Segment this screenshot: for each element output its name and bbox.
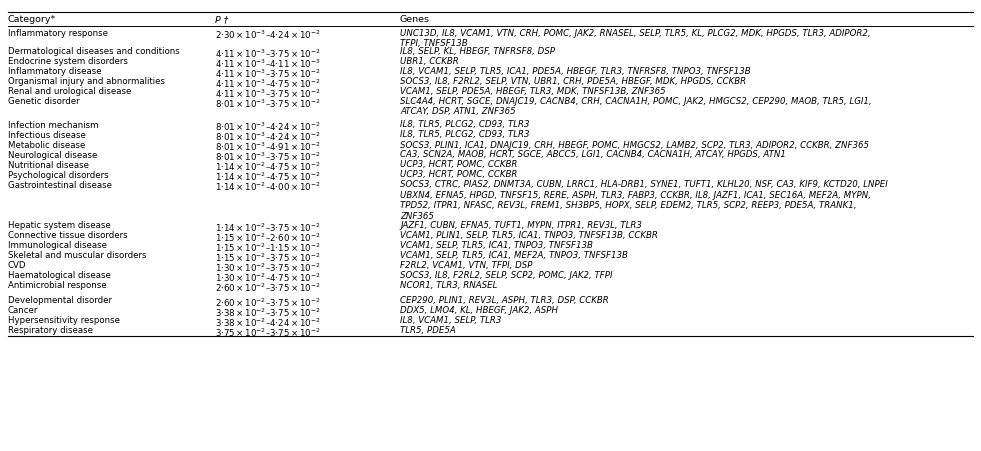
Text: Connective tissue disorders: Connective tissue disorders: [8, 231, 128, 240]
Text: JAZF1, CUBN, EFNA5, TUFT1, MYPN, ITPR1, REV3L, TLR3: JAZF1, CUBN, EFNA5, TUFT1, MYPN, ITPR1, …: [400, 221, 642, 230]
Text: SOCS3, PLIN1, ICA1, DNAJC19, CRH, HBEGF, POMC, HMGCS2, LAMB2, SCP2, TLR3, ADIPOR: SOCS3, PLIN1, ICA1, DNAJC19, CRH, HBEGF,…: [400, 141, 869, 149]
Text: Renal and urological disease: Renal and urological disease: [8, 87, 131, 96]
Text: Infectious disease: Infectious disease: [8, 130, 86, 139]
Text: $4{\cdot}11 \times 10^{-3}$–$3{\cdot}75 \times 10^{-2}$: $4{\cdot}11 \times 10^{-3}$–$3{\cdot}75 …: [215, 47, 321, 60]
Text: Infection mechanism: Infection mechanism: [8, 120, 98, 129]
Text: $8{\cdot}01 \times 10^{-3}$–$3{\cdot}75 \times 10^{-2}$: $8{\cdot}01 \times 10^{-3}$–$3{\cdot}75 …: [215, 151, 321, 163]
Text: IL8, SELP, KL, HBEGF, TNFRSF8, DSP: IL8, SELP, KL, HBEGF, TNFRSF8, DSP: [400, 47, 555, 56]
Text: DDX5, LMO4, KL, HBEGF, JAK2, ASPH: DDX5, LMO4, KL, HBEGF, JAK2, ASPH: [400, 306, 558, 315]
Text: Inflammatory disease: Inflammatory disease: [8, 67, 102, 76]
Text: Metabolic disease: Metabolic disease: [8, 141, 85, 149]
Text: $1{\cdot}15 \times 10^{-2}$–$3{\cdot}75 \times 10^{-2}$: $1{\cdot}15 \times 10^{-2}$–$3{\cdot}75 …: [215, 252, 321, 264]
Text: $3{\cdot}75 \times 10^{-2}$–$3{\cdot}75 \times 10^{-2}$: $3{\cdot}75 \times 10^{-2}$–$3{\cdot}75 …: [215, 327, 321, 339]
Text: Haematological disease: Haematological disease: [8, 271, 111, 280]
Text: Endocrine system disorders: Endocrine system disorders: [8, 57, 128, 66]
Text: Antimicrobial response: Antimicrobial response: [8, 281, 107, 290]
Text: UCP3, HCRT, POMC, CCKBR: UCP3, HCRT, POMC, CCKBR: [400, 170, 517, 179]
Text: $1{\cdot}14 \times 10^{-2}$–$4{\cdot}75 \times 10^{-2}$: $1{\cdot}14 \times 10^{-2}$–$4{\cdot}75 …: [215, 171, 321, 184]
Text: $1{\cdot}14 \times 10^{-2}$–$4{\cdot}00 \times 10^{-2}$: $1{\cdot}14 \times 10^{-2}$–$4{\cdot}00 …: [215, 181, 321, 193]
Text: $4{\cdot}11 \times 10^{-3}$–$3{\cdot}75 \times 10^{-2}$: $4{\cdot}11 \times 10^{-3}$–$3{\cdot}75 …: [215, 68, 321, 80]
Text: CEP290, PLIN1, REV3L, ASPH, TLR3, DSP, CCKBR: CEP290, PLIN1, REV3L, ASPH, TLR3, DSP, C…: [400, 296, 609, 305]
Text: TLR5, PDE5A: TLR5, PDE5A: [400, 326, 456, 335]
Text: VCAM1, SELP, TLR5, ICA1, TNPO3, TNFSF13B: VCAM1, SELP, TLR5, ICA1, TNPO3, TNFSF13B: [400, 241, 593, 250]
Text: Dermatological diseases and conditions: Dermatological diseases and conditions: [8, 47, 180, 56]
Text: $1{\cdot}14 \times 10^{-2}$–$4{\cdot}75 \times 10^{-2}$: $1{\cdot}14 \times 10^{-2}$–$4{\cdot}75 …: [215, 161, 321, 173]
Text: Psychological disorders: Psychological disorders: [8, 170, 109, 179]
Text: IL8, VCAM1, SELP, TLR5, ICA1, PDE5A, HBEGF, TLR3, TNFRSF8, TNPO3, TNFSF13B: IL8, VCAM1, SELP, TLR5, ICA1, PDE5A, HBE…: [400, 67, 750, 76]
Text: Neurological disease: Neurological disease: [8, 151, 97, 160]
Text: Genes: Genes: [400, 15, 430, 24]
Text: IL8, VCAM1, SELP, TLR3: IL8, VCAM1, SELP, TLR3: [400, 316, 501, 325]
Text: Category*: Category*: [8, 15, 56, 24]
Text: SOCS3, IL8, F2RL2, SELP, SCP2, POMC, JAK2, TFPI: SOCS3, IL8, F2RL2, SELP, SCP2, POMC, JAK…: [400, 271, 612, 280]
Text: $8{\cdot}01 \times 10^{-3}$–$3{\cdot}75 \times 10^{-2}$: $8{\cdot}01 \times 10^{-3}$–$3{\cdot}75 …: [215, 97, 321, 110]
Text: SOCS3, CTRC, PIAS2, DNMT3A, CUBN, LRRC1, HLA-DRB1, SYNE1, TUFT1, KLHL20, NSF, CA: SOCS3, CTRC, PIAS2, DNMT3A, CUBN, LRRC1,…: [400, 180, 888, 221]
Text: $4{\cdot}11 \times 10^{-3}$–$3{\cdot}75 \times 10^{-2}$: $4{\cdot}11 \times 10^{-3}$–$3{\cdot}75 …: [215, 87, 321, 100]
Text: $2{\cdot}60 \times 10^{-2}$–$3{\cdot}75 \times 10^{-2}$: $2{\cdot}60 \times 10^{-2}$–$3{\cdot}75 …: [215, 281, 321, 294]
Text: $8{\cdot}01 \times 10^{-3}$–$4{\cdot}24 \times 10^{-2}$: $8{\cdot}01 \times 10^{-3}$–$4{\cdot}24 …: [215, 131, 321, 143]
Text: NCOR1, TLR3, RNASEL: NCOR1, TLR3, RNASEL: [400, 281, 497, 290]
Text: Respiratory disease: Respiratory disease: [8, 326, 93, 335]
Text: $3{\cdot}38 \times 10^{-2}$–$4{\cdot}24 \times 10^{-2}$: $3{\cdot}38 \times 10^{-2}$–$4{\cdot}24 …: [215, 317, 321, 329]
Text: VCAM1, PLIN1, SELP, TLR5, ICA1, TNPO3, TNFSF13B, CCKBR: VCAM1, PLIN1, SELP, TLR5, ICA1, TNPO3, T…: [400, 231, 658, 240]
Text: Developmental disorder: Developmental disorder: [8, 296, 112, 305]
Text: UCP3, HCRT, POMC, CCKBR: UCP3, HCRT, POMC, CCKBR: [400, 161, 517, 170]
Text: $8{\cdot}01 \times 10^{-3}$–$4{\cdot}91 \times 10^{-2}$: $8{\cdot}01 \times 10^{-3}$–$4{\cdot}91 …: [215, 141, 321, 153]
Text: F2RL2, VCAM1, VTN, TFPI, DSP: F2RL2, VCAM1, VTN, TFPI, DSP: [400, 261, 533, 270]
Text: P †: P †: [215, 15, 229, 24]
Text: $8{\cdot}01 \times 10^{-3}$–$4{\cdot}24 \times 10^{-2}$: $8{\cdot}01 \times 10^{-3}$–$4{\cdot}24 …: [215, 121, 321, 133]
Text: $1{\cdot}30 \times 10^{-2}$–$4{\cdot}75 \times 10^{-2}$: $1{\cdot}30 \times 10^{-2}$–$4{\cdot}75 …: [215, 272, 321, 284]
Text: Gastrointestinal disease: Gastrointestinal disease: [8, 180, 112, 189]
Text: $4{\cdot}11 \times 10^{-3}$–$4{\cdot}11 \times 10^{-3}$: $4{\cdot}11 \times 10^{-3}$–$4{\cdot}11 …: [215, 57, 321, 70]
Text: Skeletal and muscular disorders: Skeletal and muscular disorders: [8, 251, 146, 260]
Text: VCAM1, SELP, PDE5A, HBEGF, TLR3, MDK, TNFSF13B, ZNF365: VCAM1, SELP, PDE5A, HBEGF, TLR3, MDK, TN…: [400, 87, 666, 96]
Text: SOCS3, IL8, F2RL2, SELP, VTN, UBR1, CRH, PDE5A, HBEGF, MDK, HPGDS, CCKBR: SOCS3, IL8, F2RL2, SELP, VTN, UBR1, CRH,…: [400, 77, 747, 86]
Text: UBR1, CCKBR: UBR1, CCKBR: [400, 57, 459, 66]
Text: VCAM1, SELP, TLR5, ICA1, MEF2A, TNPO3, TNFSF13B: VCAM1, SELP, TLR5, ICA1, MEF2A, TNPO3, T…: [400, 251, 628, 260]
Text: Hepatic system disease: Hepatic system disease: [8, 221, 111, 230]
Text: CVD: CVD: [8, 261, 26, 270]
Text: IL8, TLR5, PLCG2, CD93, TLR3: IL8, TLR5, PLCG2, CD93, TLR3: [400, 120, 530, 129]
Text: Inflammatory response: Inflammatory response: [8, 28, 108, 37]
Text: $2{\cdot}60 \times 10^{-2}$–$3{\cdot}75 \times 10^{-2}$: $2{\cdot}60 \times 10^{-2}$–$3{\cdot}75 …: [215, 296, 321, 309]
Text: Genetic disorder: Genetic disorder: [8, 97, 79, 106]
Text: $1{\cdot}14 \times 10^{-2}$–$3{\cdot}75 \times 10^{-2}$: $1{\cdot}14 \times 10^{-2}$–$3{\cdot}75 …: [215, 221, 321, 234]
Text: Organismal injury and abnormalities: Organismal injury and abnormalities: [8, 77, 165, 86]
Text: $1{\cdot}15 \times 10^{-2}$–$1{\cdot}15 \times 10^{-2}$: $1{\cdot}15 \times 10^{-2}$–$1{\cdot}15 …: [215, 241, 321, 254]
Text: IL8, TLR5, PLCG2, CD93, TLR3: IL8, TLR5, PLCG2, CD93, TLR3: [400, 130, 530, 139]
Text: UNC13D, IL8, VCAM1, VTN, CRH, POMC, JAK2, RNASEL, SELP, TLR5, KL, PLCG2, MDK, HP: UNC13D, IL8, VCAM1, VTN, CRH, POMC, JAK2…: [400, 28, 870, 48]
Text: $1{\cdot}30 \times 10^{-2}$–$3{\cdot}75 \times 10^{-2}$: $1{\cdot}30 \times 10^{-2}$–$3{\cdot}75 …: [215, 262, 321, 274]
Text: Nutritional disease: Nutritional disease: [8, 161, 89, 170]
Text: SLC4A4, HCRT, SGCE, DNAJC19, CACNB4, CRH, CACNA1H, POMC, JAK2, HMGCS2, CEP290, M: SLC4A4, HCRT, SGCE, DNAJC19, CACNB4, CRH…: [400, 97, 872, 116]
Text: Immunological disease: Immunological disease: [8, 241, 107, 250]
Text: $1{\cdot}15 \times 10^{-2}$–$2{\cdot}60 \times 10^{-2}$: $1{\cdot}15 \times 10^{-2}$–$2{\cdot}60 …: [215, 231, 321, 244]
Text: CA3, SCN2A, MAOB, HCRT, SGCE, ABCC5, LGI1, CACNB4, CACNA1H, ATCAY, HPGDS, ATN1: CA3, SCN2A, MAOB, HCRT, SGCE, ABCC5, LGI…: [400, 151, 786, 160]
Text: $4{\cdot}11 \times 10^{-3}$–$4{\cdot}75 \times 10^{-2}$: $4{\cdot}11 \times 10^{-3}$–$4{\cdot}75 …: [215, 78, 321, 90]
Text: Hypersensitivity response: Hypersensitivity response: [8, 316, 120, 325]
Text: $3{\cdot}38 \times 10^{-2}$–$3{\cdot}75 \times 10^{-2}$: $3{\cdot}38 \times 10^{-2}$–$3{\cdot}75 …: [215, 307, 321, 319]
Text: $2{\cdot}30\times10^{-3}$–$4{\cdot}24 \times 10^{-2}$: $2{\cdot}30\times10^{-3}$–$4{\cdot}24 \t…: [215, 29, 321, 41]
Text: Cancer: Cancer: [8, 306, 38, 315]
